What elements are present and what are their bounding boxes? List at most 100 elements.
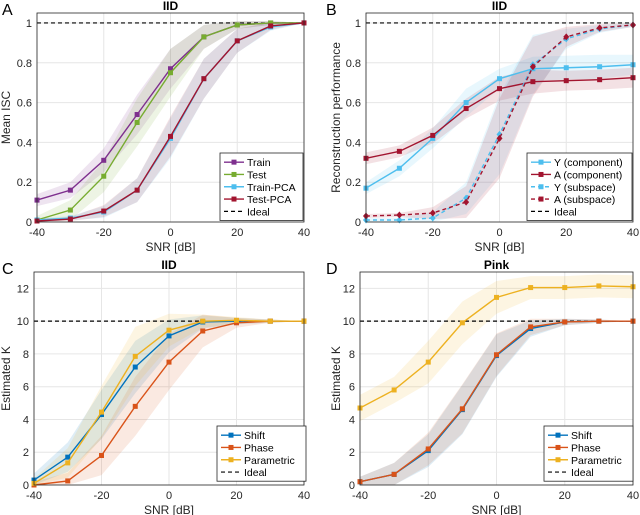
data-point xyxy=(463,198,470,206)
legend-marker xyxy=(228,457,234,463)
panel-letter: C xyxy=(2,261,14,278)
error-band-3 xyxy=(37,21,304,223)
y-tick-label: 6 xyxy=(23,382,29,394)
x-tick-label: -20 xyxy=(420,490,436,502)
y-tick-label: 0 xyxy=(23,480,29,492)
legend-marker xyxy=(231,159,237,165)
error-band-2 xyxy=(360,274,633,422)
y-tick-label: 4 xyxy=(349,414,355,426)
data-point xyxy=(234,22,240,28)
data-point xyxy=(268,23,274,29)
x-tick-label: 20 xyxy=(559,490,571,502)
x-tick-label: -40 xyxy=(26,490,42,502)
data-point xyxy=(166,359,172,365)
legend-marker xyxy=(555,457,561,463)
data-point xyxy=(391,387,397,393)
legend-label: Y (component) xyxy=(554,157,623,169)
x-tick-label: -40 xyxy=(352,490,368,502)
data-point xyxy=(101,208,107,214)
x-tick-label: 40 xyxy=(627,227,639,239)
x-axis-label: SNR [dB] xyxy=(471,503,521,515)
legend-label: Ideal xyxy=(554,206,577,218)
data-point xyxy=(596,283,602,289)
legend-label: Phase xyxy=(571,442,601,454)
axes-box xyxy=(359,271,634,486)
y-tick-label: 12 xyxy=(17,283,29,295)
legend-label: Ideal xyxy=(571,467,594,479)
panel-letter: D xyxy=(326,261,338,278)
legend-label: Shift xyxy=(244,430,265,442)
error-band-0 xyxy=(360,318,633,485)
data-point xyxy=(166,333,172,339)
data-point xyxy=(168,66,173,72)
data-point xyxy=(429,214,436,222)
x-tick-label: -40 xyxy=(29,227,45,239)
data-point xyxy=(563,78,569,84)
x-tick-label: 0 xyxy=(166,490,172,502)
chart-title: IID xyxy=(492,0,508,13)
data-point xyxy=(530,79,536,85)
y-axis-label: Estimated K xyxy=(329,346,343,411)
legend-label: Test xyxy=(247,169,266,181)
x-tick-label: 0 xyxy=(493,490,499,502)
y-tick-label: 1 xyxy=(355,18,361,30)
y-tick-label: 0.6 xyxy=(17,98,32,110)
legend-marker xyxy=(538,159,544,165)
data-point xyxy=(463,106,469,112)
y-tick-label: 0.4 xyxy=(17,137,32,149)
legend-box xyxy=(526,152,633,221)
data-point xyxy=(391,471,397,477)
x-axis-label: SNR [dB] xyxy=(144,503,194,515)
data-point xyxy=(494,352,499,358)
y-tick-label: 0.8 xyxy=(346,58,361,70)
y-tick-label: 0.2 xyxy=(346,177,361,189)
data-point xyxy=(268,20,274,26)
data-point xyxy=(430,132,436,138)
legend-label: Parametric xyxy=(244,455,295,467)
chart-title: IID xyxy=(163,0,179,13)
error-band-1 xyxy=(360,318,633,485)
legend-label: Test-PCA xyxy=(247,194,291,206)
x-tick-label: -20 xyxy=(94,490,110,502)
x-tick-label: 0 xyxy=(496,227,502,239)
data-point xyxy=(563,65,569,71)
y-tick-label: 12 xyxy=(343,283,355,295)
data-point xyxy=(494,294,499,300)
y-tick-label: 0 xyxy=(355,217,361,229)
axes-box xyxy=(365,12,634,223)
legend-label: Parametric xyxy=(571,455,622,467)
legend-marker xyxy=(228,444,234,450)
x-tick-label: 20 xyxy=(230,490,242,502)
y-tick-label: 10 xyxy=(343,316,355,328)
y-tick-label: 8 xyxy=(349,349,355,361)
legend-label: A (component) xyxy=(554,169,622,181)
x-tick-label: -20 xyxy=(96,227,112,239)
data-point xyxy=(200,328,206,334)
panel-c: -40 -20 0 20 40 0 2 4 6 8 10 12 SNR [dB] Estimated K I… xyxy=(0,258,310,515)
y-axis-label: Estimated K xyxy=(0,346,13,411)
data-point xyxy=(267,318,273,324)
data-point xyxy=(67,216,73,222)
y-axis-label: Reconstruction performance xyxy=(329,42,343,193)
data-point xyxy=(101,157,107,163)
axes-box xyxy=(36,12,305,223)
panel-d: -40 -20 0 20 40 0 2 4 6 8 10 12 SNR [dB] Estimated K P… xyxy=(326,258,639,515)
data-point xyxy=(463,194,470,202)
data-point xyxy=(497,76,502,82)
series-line-3 xyxy=(365,24,634,217)
data-point xyxy=(563,33,570,41)
data-point xyxy=(99,409,104,415)
y-tick-label: 1 xyxy=(26,18,32,30)
legend-label: A (subspace) xyxy=(554,194,615,206)
panel-a: -40 -20 0 20 40 0 0.2 0.4 0.6 0.8 1 SNR [dB] Mean IS… xyxy=(0,0,310,254)
panel-letter: A xyxy=(2,2,13,19)
y-tick-label: 0.4 xyxy=(346,137,361,149)
x-tick-label: 20 xyxy=(560,227,572,239)
y-tick-label: 4 xyxy=(23,414,29,426)
legend-marker xyxy=(538,196,544,202)
x-tick-label: 0 xyxy=(167,227,173,239)
data-point xyxy=(132,403,138,409)
